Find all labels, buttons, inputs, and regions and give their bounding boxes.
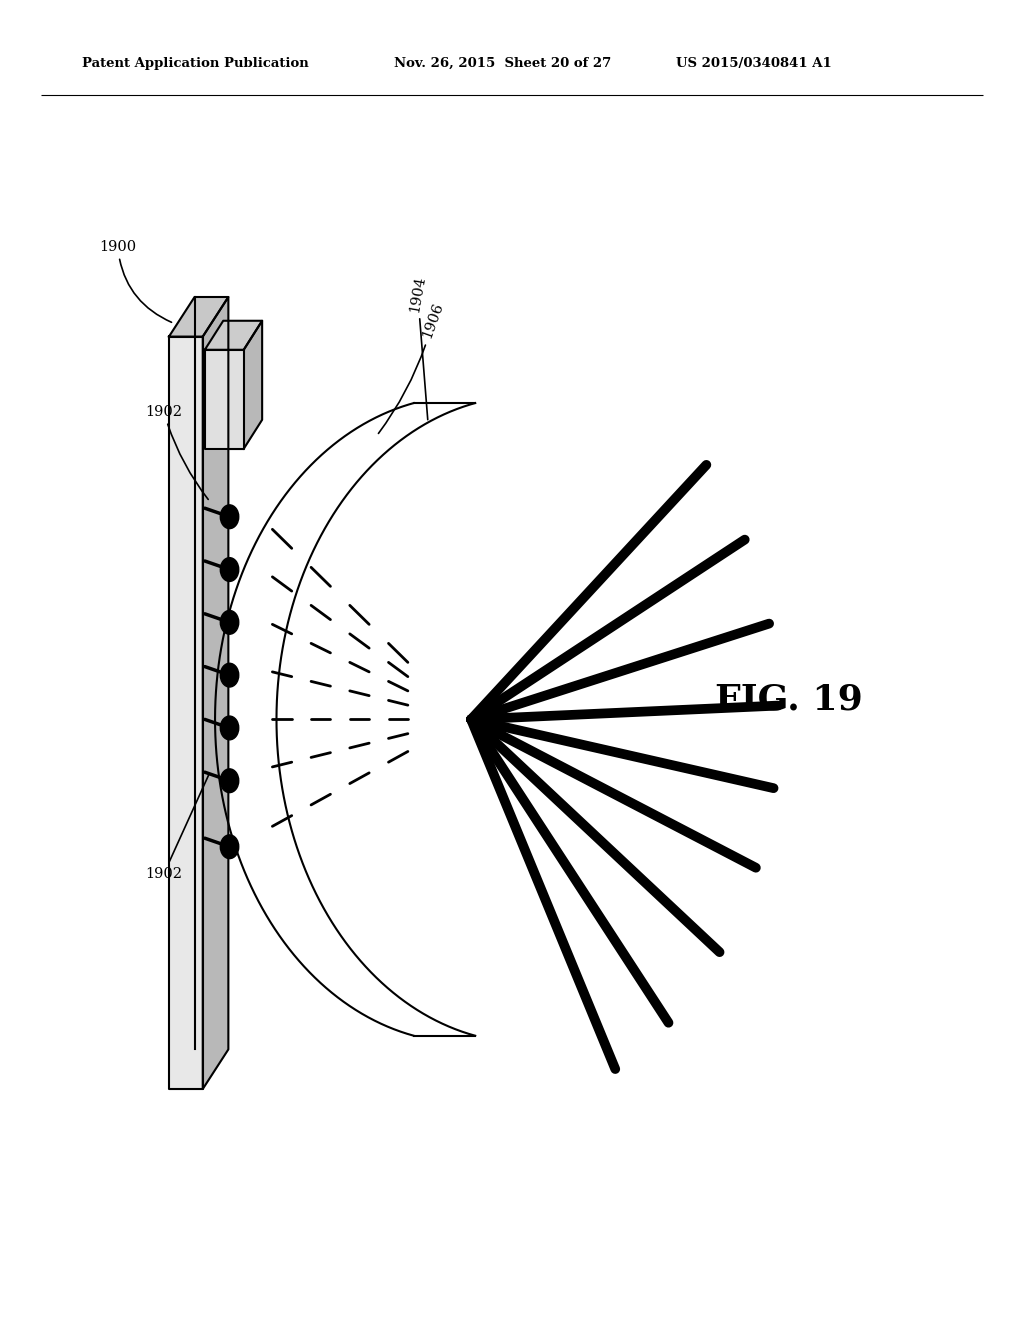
Polygon shape <box>169 337 203 1089</box>
Polygon shape <box>203 297 228 1089</box>
Polygon shape <box>205 321 262 350</box>
Text: US 2015/0340841 A1: US 2015/0340841 A1 <box>676 57 831 70</box>
Polygon shape <box>205 350 244 449</box>
Text: 1904: 1904 <box>408 275 428 420</box>
Circle shape <box>220 557 239 581</box>
Text: Nov. 26, 2015  Sheet 20 of 27: Nov. 26, 2015 Sheet 20 of 27 <box>394 57 611 70</box>
Text: 1900: 1900 <box>99 240 172 322</box>
Polygon shape <box>169 297 228 337</box>
Circle shape <box>220 834 239 858</box>
Circle shape <box>220 504 239 528</box>
Circle shape <box>220 610 239 634</box>
Circle shape <box>220 768 239 792</box>
Text: FIG. 19: FIG. 19 <box>715 682 862 717</box>
Text: Patent Application Publication: Patent Application Publication <box>82 57 308 70</box>
Circle shape <box>220 663 239 686</box>
Text: 1902: 1902 <box>145 775 209 880</box>
Text: 1902: 1902 <box>145 405 208 499</box>
Circle shape <box>220 715 239 739</box>
Polygon shape <box>244 321 262 449</box>
Text: 1906: 1906 <box>379 300 446 433</box>
